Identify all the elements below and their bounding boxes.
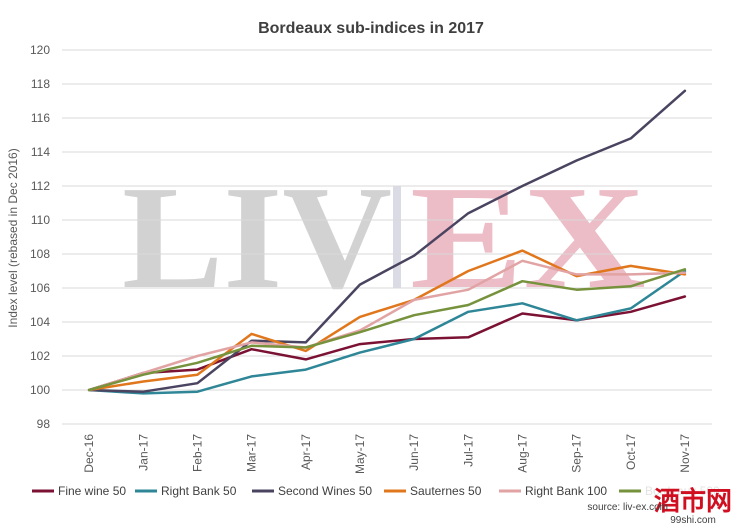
x-tick-label: May-17 bbox=[353, 434, 367, 474]
x-tick-label: Jan-17 bbox=[136, 434, 150, 471]
x-tick-label: Dec-16 bbox=[82, 434, 96, 473]
y-axis-label: Index level (rebased in Dec 2016) bbox=[6, 148, 20, 327]
x-tick-label: Jul-17 bbox=[461, 434, 475, 467]
watermark-liv: LIV bbox=[122, 156, 392, 320]
legend-label-right-bank-50: Right Bank 50 bbox=[161, 484, 237, 498]
y-tick-label: 104 bbox=[30, 315, 50, 329]
x-tick-label: Nov-17 bbox=[678, 434, 692, 473]
y-tick-labels: 98 100 102 104 106 108 110 112 114 116 118 120 bbox=[30, 43, 50, 431]
y-tick-label: 110 bbox=[31, 213, 50, 227]
series-line-second-wines-50 bbox=[87, 89, 687, 393]
y-tick-label: 106 bbox=[30, 281, 50, 295]
x-tick-labels: Dec-16 Jan-17 Feb-17 Mar-17 Apr-17 May-17 Jun-… bbox=[82, 434, 692, 474]
y-tick-label: 100 bbox=[30, 383, 50, 397]
series-lines bbox=[87, 89, 687, 395]
x-tick-label: Apr-17 bbox=[299, 434, 313, 470]
x-tick-label: Mar-17 bbox=[245, 434, 259, 472]
watermark-ex: EX bbox=[410, 156, 646, 320]
y-tick-label: 116 bbox=[31, 111, 50, 125]
x-tick-label: Feb-17 bbox=[190, 434, 204, 472]
x-tick-label: Oct-17 bbox=[624, 434, 638, 470]
series-line-right-bank-50 bbox=[87, 269, 687, 395]
chart-title: Bordeaux sub-indices in 2017 bbox=[258, 20, 484, 37]
legend-label-fine-wine-50: Fine wine 50 bbox=[58, 484, 126, 498]
y-tick-label: 120 bbox=[30, 43, 50, 57]
x-tick-label: Aug-17 bbox=[515, 434, 529, 473]
legend: Fine wine 50 Right Bank 50 Second Wines 50… bbox=[32, 484, 720, 498]
legend-label-sauternes-50: Sauternes 50 bbox=[410, 484, 482, 498]
y-tick-label: 112 bbox=[31, 179, 50, 193]
series-line-right-bank-100 bbox=[87, 259, 687, 392]
y-tick-label: 108 bbox=[30, 247, 50, 261]
watermark-divider bbox=[393, 186, 401, 288]
legend-label-right-bank-100: Right Bank 100 bbox=[525, 484, 607, 498]
grid-lines bbox=[62, 49, 712, 425]
x-tick-label: Sep-17 bbox=[570, 434, 584, 473]
legend-label-second-wines-50: Second Wines 50 bbox=[278, 484, 372, 498]
corner-logo-bg bbox=[645, 484, 742, 526]
y-tick-label: 118 bbox=[31, 77, 50, 91]
series-line-bordeaux-500 bbox=[87, 268, 687, 392]
corner-logo-sub: 99shi.com bbox=[670, 515, 716, 526]
y-tick-label: 114 bbox=[31, 145, 50, 159]
y-tick-label: 102 bbox=[30, 349, 50, 363]
x-tick-label: Jun-17 bbox=[407, 434, 421, 471]
y-tick-label: 98 bbox=[37, 417, 51, 431]
corner-logo-main: 酒市网 bbox=[654, 486, 732, 517]
livex-watermark: LIV EX bbox=[122, 156, 646, 320]
corner-logo: 酒市网 99shi.com bbox=[645, 484, 742, 526]
source-text: source: liv-ex.com bbox=[587, 502, 668, 513]
